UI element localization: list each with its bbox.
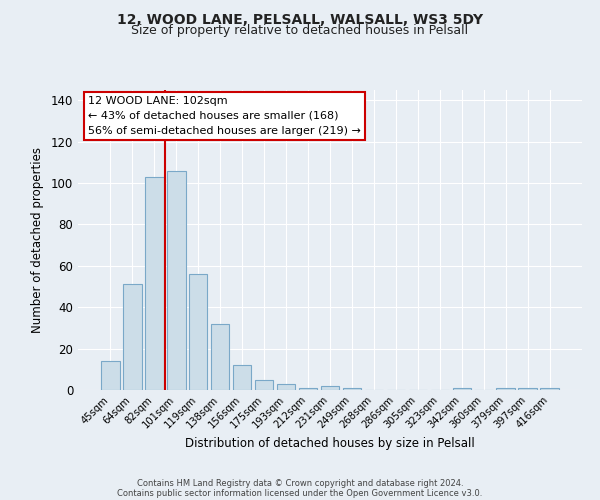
Bar [233, 365, 251, 390]
Text: Contains public sector information licensed under the Open Government Licence v3: Contains public sector information licen… [118, 488, 482, 498]
Bar [189, 274, 208, 390]
Text: 12, WOOD LANE, PELSALL, WALSALL, WS3 5DY: 12, WOOD LANE, PELSALL, WALSALL, WS3 5DY [117, 12, 483, 26]
Bar [452, 388, 471, 390]
Bar [277, 384, 295, 390]
Bar [167, 170, 185, 390]
Bar [101, 361, 119, 390]
X-axis label: Distribution of detached houses by size in Pelsall: Distribution of detached houses by size … [185, 438, 475, 450]
Bar [518, 388, 537, 390]
Bar [541, 388, 559, 390]
Bar [255, 380, 274, 390]
Bar [145, 177, 164, 390]
Text: Contains HM Land Registry data © Crown copyright and database right 2024.: Contains HM Land Registry data © Crown c… [137, 478, 463, 488]
Text: 12 WOOD LANE: 102sqm
← 43% of detached houses are smaller (168)
56% of semi-deta: 12 WOOD LANE: 102sqm ← 43% of detached h… [88, 96, 361, 136]
Bar [123, 284, 142, 390]
Bar [343, 388, 361, 390]
Bar [299, 388, 317, 390]
Bar [496, 388, 515, 390]
Bar [320, 386, 340, 390]
Bar [211, 324, 229, 390]
Text: Size of property relative to detached houses in Pelsall: Size of property relative to detached ho… [131, 24, 469, 37]
Y-axis label: Number of detached properties: Number of detached properties [31, 147, 44, 333]
